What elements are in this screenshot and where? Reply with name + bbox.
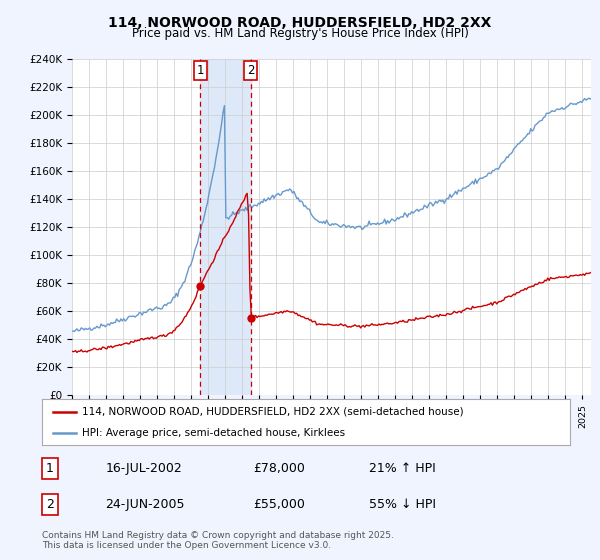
Text: £78,000: £78,000 bbox=[253, 462, 305, 475]
Text: Contains HM Land Registry data © Crown copyright and database right 2025.
This d: Contains HM Land Registry data © Crown c… bbox=[42, 531, 394, 550]
Text: 1: 1 bbox=[197, 64, 204, 77]
Text: 24-JUN-2005: 24-JUN-2005 bbox=[106, 498, 185, 511]
Text: £55,000: £55,000 bbox=[253, 498, 305, 511]
Text: 2: 2 bbox=[247, 64, 254, 77]
Text: 114, NORWOOD ROAD, HUDDERSFIELD, HD2 2XX (semi-detached house): 114, NORWOOD ROAD, HUDDERSFIELD, HD2 2XX… bbox=[82, 407, 463, 417]
Text: 2: 2 bbox=[46, 498, 54, 511]
Text: 55% ↓ HPI: 55% ↓ HPI bbox=[370, 498, 436, 511]
Text: 21% ↑ HPI: 21% ↑ HPI bbox=[370, 462, 436, 475]
Text: 114, NORWOOD ROAD, HUDDERSFIELD, HD2 2XX: 114, NORWOOD ROAD, HUDDERSFIELD, HD2 2XX bbox=[109, 16, 491, 30]
Text: Price paid vs. HM Land Registry's House Price Index (HPI): Price paid vs. HM Land Registry's House … bbox=[131, 27, 469, 40]
Bar bbox=[200, 59, 251, 395]
Text: 1: 1 bbox=[46, 462, 54, 475]
Text: HPI: Average price, semi-detached house, Kirklees: HPI: Average price, semi-detached house,… bbox=[82, 428, 345, 438]
Text: 16-JUL-2002: 16-JUL-2002 bbox=[106, 462, 182, 475]
